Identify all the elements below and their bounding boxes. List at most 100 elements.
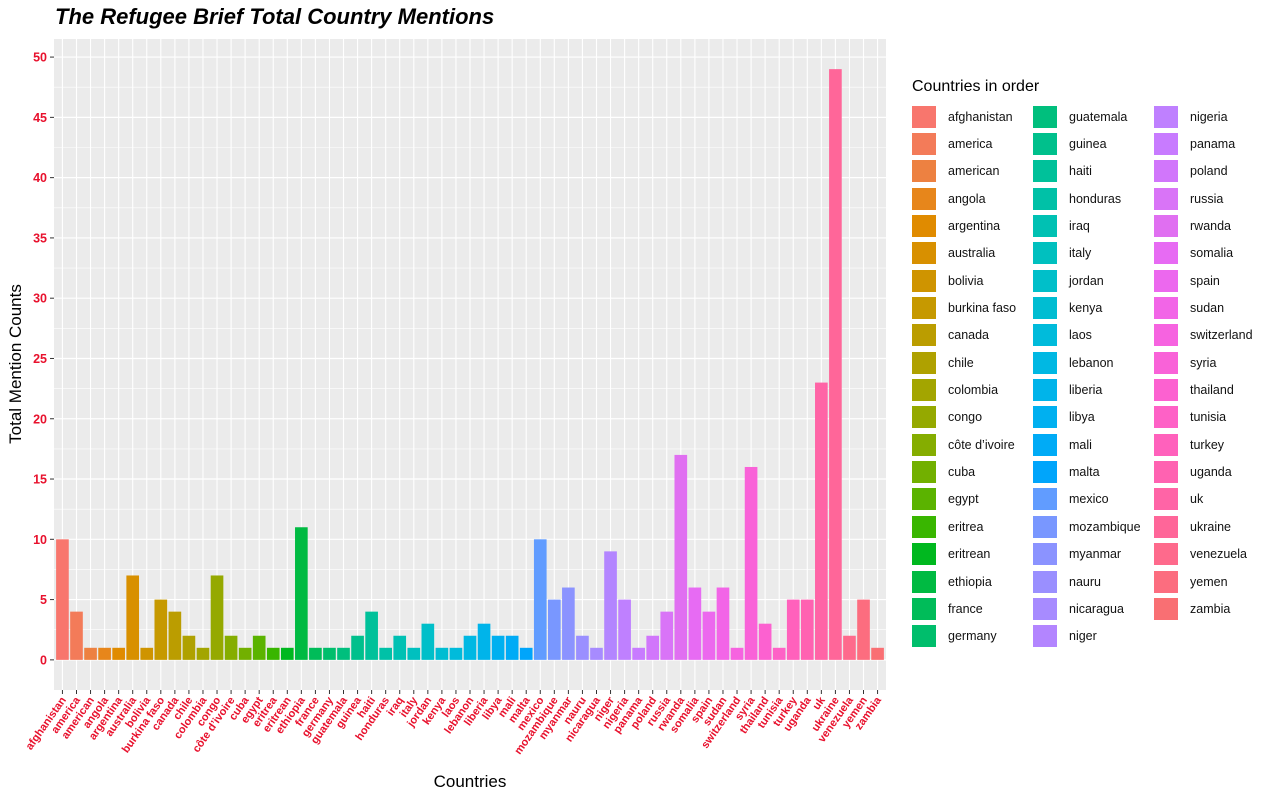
legend-item: italy bbox=[1033, 240, 1154, 267]
legend-item: argentina bbox=[912, 212, 1033, 239]
legend-key-swatch bbox=[1154, 543, 1178, 566]
legend-key-swatch bbox=[912, 543, 936, 566]
legend-label: australia bbox=[948, 246, 996, 261]
legend-item: myanmar bbox=[1033, 541, 1154, 568]
legend-item: cuba bbox=[912, 458, 1033, 485]
legend-key-swatch bbox=[912, 133, 936, 156]
legend-key-swatch bbox=[1154, 597, 1178, 620]
legend-key-swatch bbox=[1033, 625, 1057, 648]
bar bbox=[421, 623, 435, 660]
legend-item: colombia bbox=[912, 376, 1033, 403]
legend-key-swatch bbox=[912, 242, 936, 265]
legend-key-swatch bbox=[1033, 105, 1057, 128]
legend-key-swatch bbox=[1033, 461, 1057, 484]
bar bbox=[505, 635, 519, 660]
legend-item: tunisia bbox=[1154, 404, 1275, 431]
bar bbox=[351, 635, 364, 660]
legend-item: turkey bbox=[1154, 431, 1275, 458]
bar bbox=[674, 454, 688, 660]
legend-label: yemen bbox=[1190, 574, 1228, 589]
legend-label: honduras bbox=[1069, 191, 1122, 206]
x-axis-label: Countries bbox=[434, 772, 507, 791]
legend-label: nauru bbox=[1069, 574, 1101, 589]
bar bbox=[154, 599, 168, 660]
legend-item: malta bbox=[1033, 458, 1154, 485]
y-tick-label: 50 bbox=[33, 51, 47, 65]
legend-label: myanmar bbox=[1069, 547, 1122, 562]
legend-key-swatch bbox=[1033, 406, 1057, 429]
legend-item: uk bbox=[1154, 486, 1275, 513]
bar bbox=[266, 647, 280, 660]
bar bbox=[590, 647, 603, 660]
bar bbox=[702, 611, 716, 660]
legend-key-swatch bbox=[1154, 187, 1178, 210]
bar bbox=[280, 647, 294, 660]
legend-label: jordan bbox=[1069, 273, 1104, 288]
legend-item: poland bbox=[1154, 158, 1275, 185]
legend-label: panama bbox=[1190, 137, 1236, 152]
bar bbox=[365, 611, 378, 660]
legend-item: ukraine bbox=[1154, 513, 1275, 540]
legend-key-swatch bbox=[1154, 133, 1178, 156]
bar bbox=[843, 635, 856, 660]
legend-key-swatch bbox=[912, 105, 936, 128]
bar bbox=[786, 599, 800, 660]
legend-label: colombia bbox=[948, 383, 999, 398]
legend-label: malta bbox=[1069, 465, 1100, 480]
legend-key-swatch bbox=[1033, 187, 1057, 210]
legend-label: nigeria bbox=[1190, 109, 1228, 124]
chart-title: The Refugee Brief Total Country Mentions bbox=[55, 4, 495, 29]
legend-key-swatch bbox=[912, 515, 936, 538]
legend-item: afghanistan bbox=[912, 103, 1033, 130]
legend-item: yemen bbox=[1154, 568, 1275, 595]
legend-item: sudan bbox=[1154, 294, 1275, 321]
legend-label: spain bbox=[1190, 273, 1220, 288]
legend-label: uganda bbox=[1190, 465, 1232, 480]
bar bbox=[660, 611, 674, 660]
bar bbox=[815, 382, 828, 660]
legend-label: rwanda bbox=[1190, 219, 1231, 234]
legend-label: libya bbox=[1069, 410, 1095, 425]
legend-label: italy bbox=[1069, 246, 1092, 261]
legend-item: niger bbox=[1033, 623, 1154, 650]
bar bbox=[519, 647, 533, 660]
bar bbox=[562, 587, 575, 660]
bar bbox=[632, 647, 645, 660]
legend-item: mozambique bbox=[1033, 513, 1154, 540]
legend-label: poland bbox=[1190, 164, 1228, 179]
legend-key-swatch bbox=[912, 297, 936, 320]
legend-item: thailand bbox=[1154, 376, 1275, 403]
legend-item: uganda bbox=[1154, 458, 1275, 485]
bar bbox=[618, 599, 631, 660]
legend-item: lebanon bbox=[1033, 349, 1154, 376]
legend-label: eritrea bbox=[948, 519, 984, 534]
y-tick-label: 35 bbox=[33, 231, 47, 245]
legend-item: venezuela bbox=[1154, 541, 1275, 568]
bar bbox=[309, 647, 322, 660]
legend-item: germany bbox=[912, 623, 1033, 650]
legend-key-swatch bbox=[1154, 215, 1178, 238]
legend-item: mali bbox=[1033, 431, 1154, 458]
legend-key-swatch bbox=[912, 461, 936, 484]
legend-key-swatch bbox=[912, 597, 936, 620]
bars bbox=[56, 69, 884, 660]
legend-item: liberia bbox=[1033, 376, 1154, 403]
legend-item: jordan bbox=[1033, 267, 1154, 294]
legend-column: afghanistan america american angola argentin… bbox=[912, 103, 1033, 650]
legend-key-swatch bbox=[1033, 379, 1057, 402]
bar bbox=[182, 635, 196, 660]
bar bbox=[744, 466, 758, 660]
y-tick-label: 15 bbox=[33, 473, 47, 487]
legend-item: angola bbox=[912, 185, 1033, 212]
legend-item: bolivia bbox=[912, 267, 1033, 294]
legend-item: australia bbox=[912, 240, 1033, 267]
legend-label: mozambique bbox=[1069, 519, 1141, 534]
bar bbox=[829, 69, 842, 660]
legend-key-swatch bbox=[1154, 269, 1178, 292]
legend-key-swatch bbox=[1033, 215, 1057, 238]
legend-label: niger bbox=[1069, 629, 1097, 644]
legend-key-swatch bbox=[1033, 160, 1057, 183]
legend-label: eritrean bbox=[948, 547, 991, 562]
bar bbox=[140, 647, 154, 660]
legend-item: somalia bbox=[1154, 240, 1275, 267]
